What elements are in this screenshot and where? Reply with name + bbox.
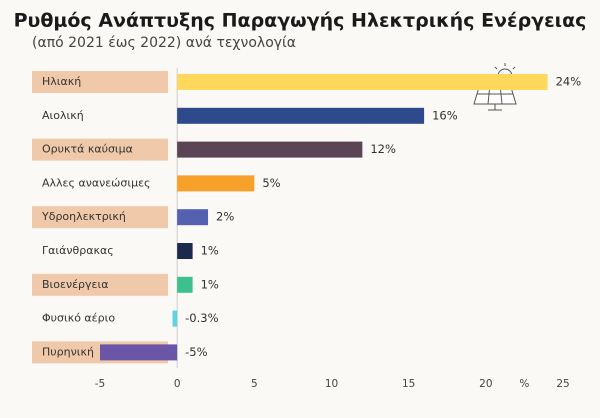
category-label: Βιοενέργεια xyxy=(42,278,108,291)
x-tick-label: 20 xyxy=(479,378,492,390)
category-label: Υδροηλεκτρική xyxy=(41,210,126,223)
row-band xyxy=(32,273,168,296)
value-label: 1% xyxy=(201,277,219,291)
category-label: Γαιάνθρακας xyxy=(42,244,114,257)
chart-title: Ρυθμός Ανάπτυξης Παραγωγής Ηλεκτρικής Εν… xyxy=(14,10,587,32)
category-label: Πυρηνική xyxy=(42,345,94,358)
value-label: 5% xyxy=(262,176,280,190)
x-axis-label: % xyxy=(519,378,529,390)
bar xyxy=(177,175,255,192)
x-tick-label: 15 xyxy=(402,378,415,390)
bar xyxy=(177,209,209,226)
category-label: Αλλες ανανεώσιμες xyxy=(42,176,151,189)
value-label: 2% xyxy=(216,210,234,224)
value-label: 12% xyxy=(370,142,396,156)
x-tick-label: 10 xyxy=(325,378,338,390)
x-tick-label: 25 xyxy=(556,378,569,390)
category-label: Αιολική xyxy=(42,109,84,122)
bar xyxy=(177,141,363,158)
x-tick-label: -5 xyxy=(95,378,105,390)
bar xyxy=(177,243,193,259)
row-band xyxy=(32,138,168,161)
category-label: Φυσικό αέριο xyxy=(42,312,115,325)
value-label: -5% xyxy=(185,345,207,359)
row-band xyxy=(32,71,168,93)
bar xyxy=(100,344,178,361)
category-label: Ορυκτά καύσιμα xyxy=(42,143,133,156)
value-label: 16% xyxy=(432,108,458,122)
x-tick-label: 0 xyxy=(174,378,181,390)
value-label: 24% xyxy=(556,75,582,89)
value-label: 1% xyxy=(201,244,219,258)
x-tick-label: 5 xyxy=(251,378,258,390)
bar xyxy=(177,107,425,124)
row-band xyxy=(32,206,168,229)
bar xyxy=(177,276,193,293)
value-label: -0.3% xyxy=(185,311,218,325)
bar xyxy=(177,74,548,90)
bar xyxy=(172,310,178,327)
category-label: Ηλιακή xyxy=(42,75,81,88)
chart-subtitle: (από 2021 έως 2022) ανά τεχνολογία xyxy=(32,35,296,51)
